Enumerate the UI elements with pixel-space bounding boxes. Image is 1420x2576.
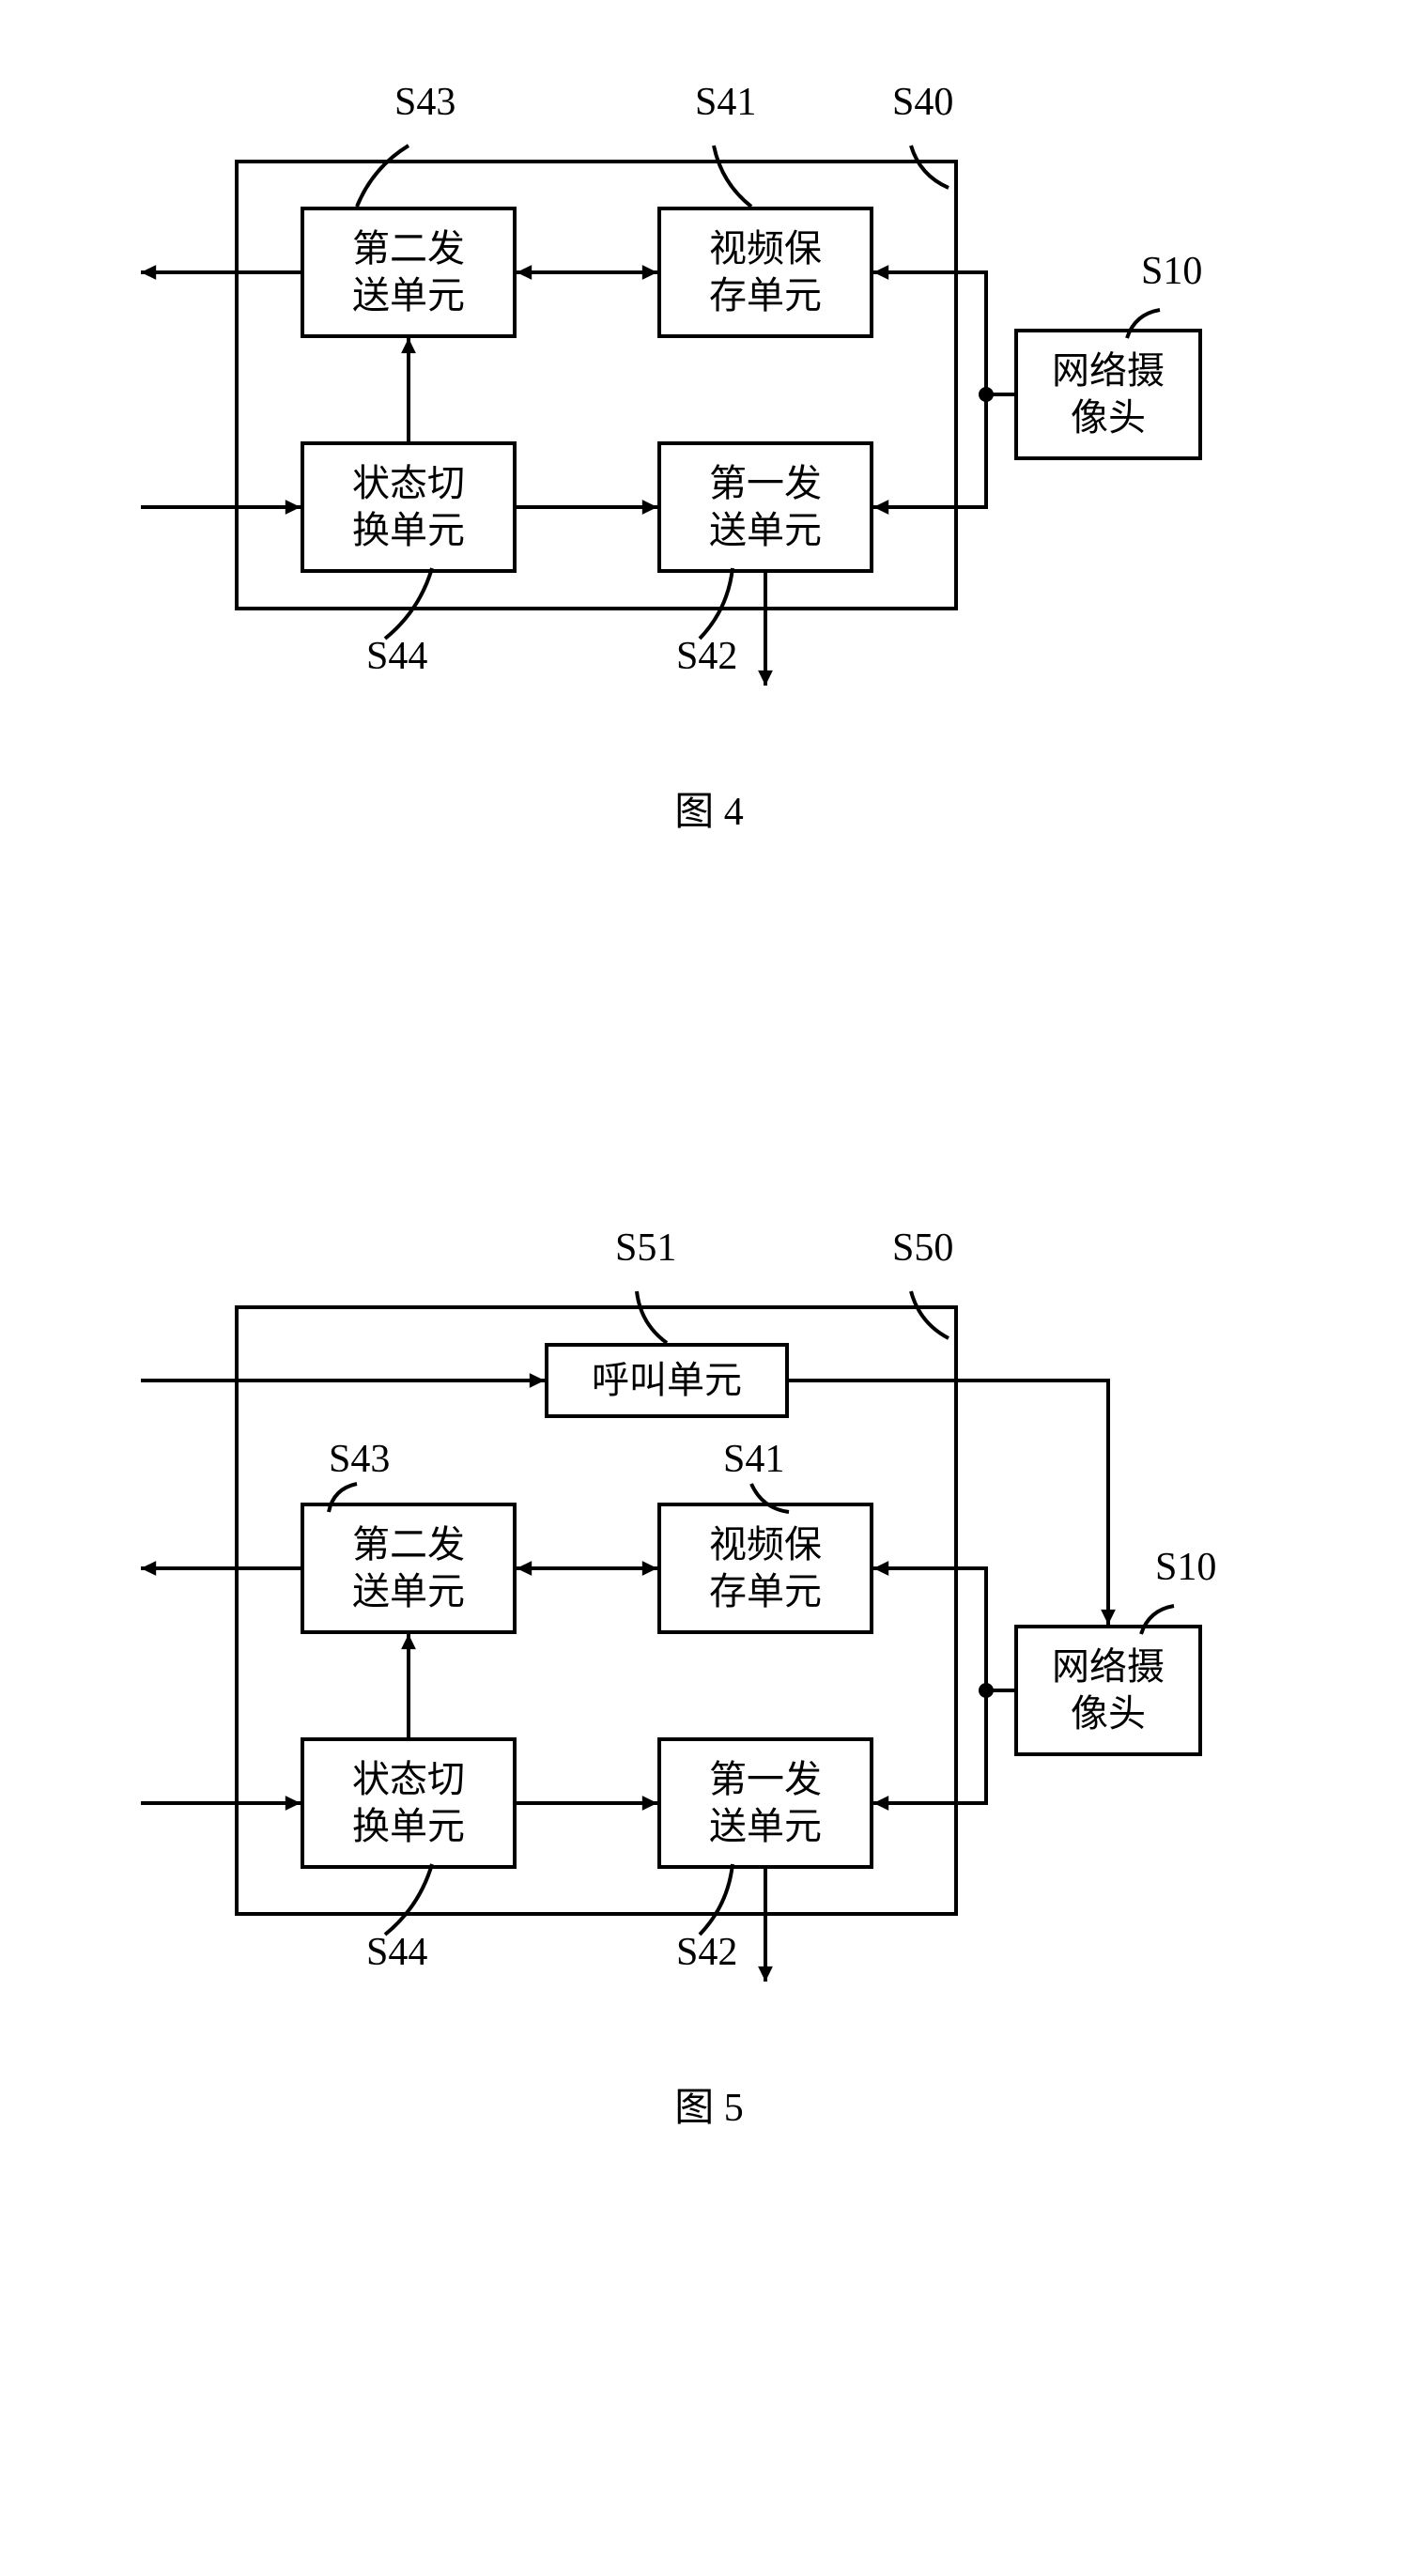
figure: S40 第二发送单元 S43 视频保存单元 S41 状态切换单元 S44 第一发送单元 S42 网…: [75, 47, 1343, 892]
reference-label: S50: [892, 1226, 953, 1271]
unit-box-s42: 第一发送单元: [657, 1737, 873, 1869]
unit-box-label: 第一发送单元: [709, 1756, 822, 1850]
unit-box-label: 网络摄像头: [1052, 1643, 1165, 1737]
reference-label: S42: [676, 1930, 737, 1975]
unit-box-label: 第一发送单元: [709, 460, 822, 554]
reference-label: S43: [329, 1437, 390, 1482]
reference-label: S43: [394, 80, 455, 125]
unit-box-s51: 呼叫单元: [545, 1343, 789, 1418]
reference-label: S44: [366, 634, 427, 679]
unit-box-label: 呼叫单元: [592, 1357, 742, 1404]
unit-box-s43: 第二发送单元: [301, 1503, 517, 1634]
unit-box-label: 视频保存单元: [709, 1521, 822, 1615]
reference-label: S40: [892, 80, 953, 125]
unit-box-s10: 网络摄像头: [1014, 1625, 1202, 1756]
unit-box-label: 第二发送单元: [352, 225, 465, 319]
reference-label: S41: [695, 80, 756, 125]
figure-caption: 图 5: [75, 2075, 1343, 2133]
figure: S50 呼叫单元 S51 第二发送单元 S43 视频保存单元 S41 状态切换单元 S44 第一发…: [75, 1174, 1343, 2207]
unit-box-label: 状态切换单元: [352, 460, 465, 554]
unit-box-s44: 状态切换单元: [301, 441, 517, 573]
unit-box-label: 状态切换单元: [352, 1756, 465, 1850]
unit-box-label: 第二发送单元: [352, 1521, 465, 1615]
unit-box-label: 网络摄像头: [1052, 347, 1165, 441]
unit-box-s10: 网络摄像头: [1014, 329, 1202, 460]
reference-label: S42: [676, 634, 737, 679]
figure-caption: 图 4: [75, 779, 1343, 837]
unit-box-s42: 第一发送单元: [657, 441, 873, 573]
unit-box-label: 视频保存单元: [709, 225, 822, 319]
unit-box-s44: 状态切换单元: [301, 1737, 517, 1869]
unit-box-s41: 视频保存单元: [657, 1503, 873, 1634]
reference-label: S51: [615, 1226, 676, 1271]
unit-box-s41: 视频保存单元: [657, 207, 873, 338]
reference-label: S10: [1141, 249, 1202, 294]
reference-label: S10: [1155, 1545, 1216, 1590]
reference-label: S44: [366, 1930, 427, 1975]
unit-box-s43: 第二发送单元: [301, 207, 517, 338]
reference-label: S41: [723, 1437, 784, 1482]
